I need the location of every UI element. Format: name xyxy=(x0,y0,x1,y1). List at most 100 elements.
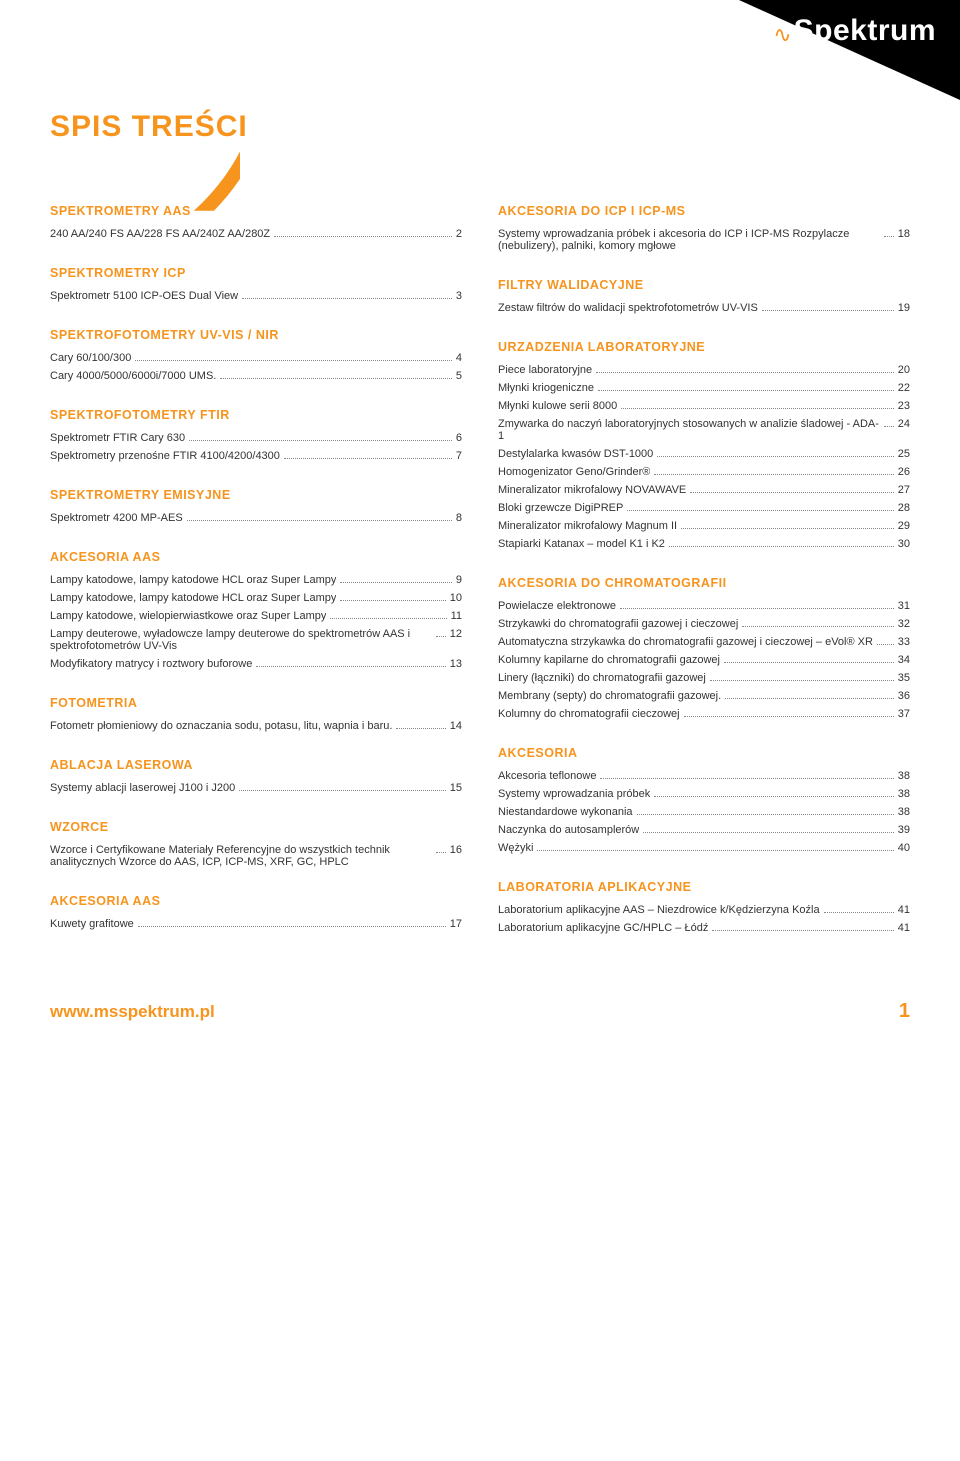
toc-section-head: WZORCE xyxy=(50,820,462,834)
toc-section-head: AKCESORIA DO ICP I ICP-MS xyxy=(498,204,910,218)
toc-entry-label: Lampy deuterowe, wyładowcze lampy deuter… xyxy=(50,628,432,652)
toc-section-head: FOTOMETRIA xyxy=(50,696,462,710)
toc-section-head: FILTRY WALIDACYJNE xyxy=(498,278,910,292)
toc-entry[interactable]: Lampy katodowe, wielopierwiastkowe oraz … xyxy=(50,610,462,622)
toc-entry-label: Kolumny do chromatografii cieczowej xyxy=(498,708,680,720)
toc-entry-label: Linery (łączniki) do chromatografii gazo… xyxy=(498,672,706,684)
toc-entry-page: 20 xyxy=(898,364,910,376)
toc-entry-label: Młynki kriogeniczne xyxy=(498,382,594,394)
toc-columns: SPEKTROMETRY AAS 240 AA/240 FS AA/228 FS … xyxy=(50,204,910,940)
toc-entry[interactable]: Kolumny do chromatografii cieczowej37 xyxy=(498,708,910,720)
toc-entry-label: Kuwety grafitowe xyxy=(50,918,134,930)
toc-entry-label: Modyfikatory matrycy i roztwory buforowe xyxy=(50,658,252,670)
toc-entry-page: 7 xyxy=(456,450,462,462)
toc-entry[interactable]: Lampy katodowe, lampy katodowe HCL oraz … xyxy=(50,592,462,604)
toc-entry[interactable]: Młynki kulowe serii 800023 xyxy=(498,400,910,412)
toc-entry-label: Powielacze elektronowe xyxy=(498,600,616,612)
toc-dots xyxy=(330,618,446,619)
toc-entry[interactable]: 240 AA/240 FS AA/228 FS AA/240Z AA/280Z2 xyxy=(50,228,462,240)
toc-dots xyxy=(239,790,445,791)
toc-entry[interactable]: Mineralizator mikrofalowy NOVAWAVE 27 xyxy=(498,484,910,496)
toc-entry[interactable]: Fotometr płomieniowy do oznaczania sodu,… xyxy=(50,720,462,732)
toc-dots xyxy=(220,378,452,379)
toc-section-head: SPEKTROFOTOMETRY UV-VIS / NIR xyxy=(50,328,462,342)
toc-entry[interactable]: Membrany (septy) do chromatografii gazow… xyxy=(498,690,910,702)
toc-entry-page: 14 xyxy=(450,720,462,732)
toc-entry[interactable]: Systemy wprowadzania próbek38 xyxy=(498,788,910,800)
toc-entry-page: 16 xyxy=(450,844,462,856)
toc-entry-page: 26 xyxy=(898,466,910,478)
toc-entry-page: 27 xyxy=(898,484,910,496)
toc-dots xyxy=(762,310,894,311)
toc-entry-page: 17 xyxy=(450,918,462,930)
toc-entry[interactable]: Spektrometr FTIR Cary 6306 xyxy=(50,432,462,444)
toc-entry[interactable]: Piece laboratoryjne20 xyxy=(498,364,910,376)
toc-entry-page: 35 xyxy=(898,672,910,684)
toc-entry[interactable]: Systemy wprowadzania próbek i akcesoria … xyxy=(498,228,910,252)
toc-entry[interactable]: Systemy ablacji laserowej J100 i J20015 xyxy=(50,782,462,794)
toc-entry-page: 24 xyxy=(898,418,910,430)
toc-entry[interactable]: Homogenizator Geno/Grinder® 26 xyxy=(498,466,910,478)
toc-entry[interactable]: Stapiarki Katanax – model K1 i K230 xyxy=(498,538,910,550)
toc-entry-page: 41 xyxy=(898,904,910,916)
toc-entry[interactable]: Laboratorium aplikacyjne GC/HPLC – Łódź4… xyxy=(498,922,910,934)
toc-entry[interactable]: Wzorce i Certyfikowane Materiały Referen… xyxy=(50,844,462,868)
toc-entry[interactable]: Automatyczna strzykawka do chromatografi… xyxy=(498,636,910,648)
toc-entry-page: 12 xyxy=(450,628,462,640)
toc-entry[interactable]: Lampy deuterowe, wyładowcze lampy deuter… xyxy=(50,628,462,652)
toc-entry[interactable]: Akcesoria teflonowe 38 xyxy=(498,770,910,782)
toc-entry-label: Cary 4000/5000/6000i/7000 UMS. xyxy=(50,370,216,382)
toc-dots xyxy=(187,520,452,521)
toc-entry[interactable]: Cary 60/100/3004 xyxy=(50,352,462,364)
toc-entry[interactable]: Zmywarka do naczyń laboratoryjnych stoso… xyxy=(498,418,910,442)
toc-entry-label: Spektrometr 5100 ICP-OES Dual View xyxy=(50,290,238,302)
toc-entry-label: Mineralizator mikrofalowy NOVAWAVE xyxy=(498,484,686,496)
toc-section-head: SPEKTROMETRY ICP xyxy=(50,266,462,280)
toc-entry[interactable]: Wężyki40 xyxy=(498,842,910,854)
toc-entry[interactable]: Lampy katodowe, lampy katodowe HCL oraz … xyxy=(50,574,462,586)
toc-entry-label: Akcesoria teflonowe xyxy=(498,770,596,782)
toc-entry-label: Destylalarka kwasów DST-1000 xyxy=(498,448,653,460)
toc-section-head: AKCESORIA AAS xyxy=(50,550,462,564)
toc-entry[interactable]: Cary 4000/5000/6000i/7000 UMS.5 xyxy=(50,370,462,382)
toc-dots xyxy=(742,626,893,627)
logo-ms: MS xyxy=(750,19,770,34)
toc-entry[interactable]: Linery (łączniki) do chromatografii gazo… xyxy=(498,672,910,684)
toc-section-head: SPEKTROMETRY AAS xyxy=(50,204,462,218)
toc-entry[interactable]: Niestandardowe wykonania38 xyxy=(498,806,910,818)
toc-entry-label: Zestaw filtrów do walidacji spektrofotom… xyxy=(498,302,758,314)
toc-entry[interactable]: Zestaw filtrów do walidacji spektrofotom… xyxy=(498,302,910,314)
toc-entry-page: 22 xyxy=(898,382,910,394)
toc-entry-page: 32 xyxy=(898,618,910,630)
toc-entry[interactable]: Spektrometr 4200 MP-AES8 xyxy=(50,512,462,524)
toc-entry[interactable]: Destylalarka kwasów DST-1000 25 xyxy=(498,448,910,460)
toc-entry[interactable]: Młynki kriogeniczne 22 xyxy=(498,382,910,394)
toc-dots xyxy=(600,778,893,779)
toc-entry[interactable]: Strzykawki do chromatografii gazowej i c… xyxy=(498,618,910,630)
toc-entry-label: Strzykawki do chromatografii gazowej i c… xyxy=(498,618,738,630)
toc-entry-label: Stapiarki Katanax – model K1 i K2 xyxy=(498,538,665,550)
toc-entry[interactable]: Powielacze elektronowe31 xyxy=(498,600,910,612)
toc-entry-page: 3 xyxy=(456,290,462,302)
toc-entry-page: 33 xyxy=(898,636,910,648)
toc-entry[interactable]: Naczynka do autosamplerów39 xyxy=(498,824,910,836)
toc-entry-label: Cary 60/100/300 xyxy=(50,352,131,364)
toc-entry-page: 25 xyxy=(898,448,910,460)
toc-entry[interactable]: Kolumny kapilarne do chromatografii gazo… xyxy=(498,654,910,666)
toc-entry[interactable]: Spektrometr 5100 ICP-OES Dual View 3 xyxy=(50,290,462,302)
toc-entry[interactable]: Bloki grzewcze DigiPREP28 xyxy=(498,502,910,514)
toc-entry-page: 34 xyxy=(898,654,910,666)
toc-dots xyxy=(654,796,894,797)
toc-dots xyxy=(654,474,893,475)
toc-entry[interactable]: Spektrometry przenośne FTIR 4100/4200/43… xyxy=(50,450,462,462)
toc-section-head: SPEKTROFOTOMETRY FTIR xyxy=(50,408,462,422)
toc-entry-label: Laboratorium aplikacyjne AAS – Niezdrowi… xyxy=(498,904,820,916)
toc-entry[interactable]: Kuwety grafitowe 17 xyxy=(50,918,462,930)
toc-entry[interactable]: Modyfikatory matrycy i roztwory buforowe… xyxy=(50,658,462,670)
toc-entry[interactable]: Laboratorium aplikacyjne AAS – Niezdrowi… xyxy=(498,904,910,916)
toc-entry[interactable]: Mineralizator mikrofalowy Magnum II29 xyxy=(498,520,910,532)
toc-entry-page: 6 xyxy=(456,432,462,444)
toc-entry-page: 38 xyxy=(898,770,910,782)
toc-entry-label: Homogenizator Geno/Grinder® xyxy=(498,466,650,478)
toc-entry-page: 41 xyxy=(898,922,910,934)
